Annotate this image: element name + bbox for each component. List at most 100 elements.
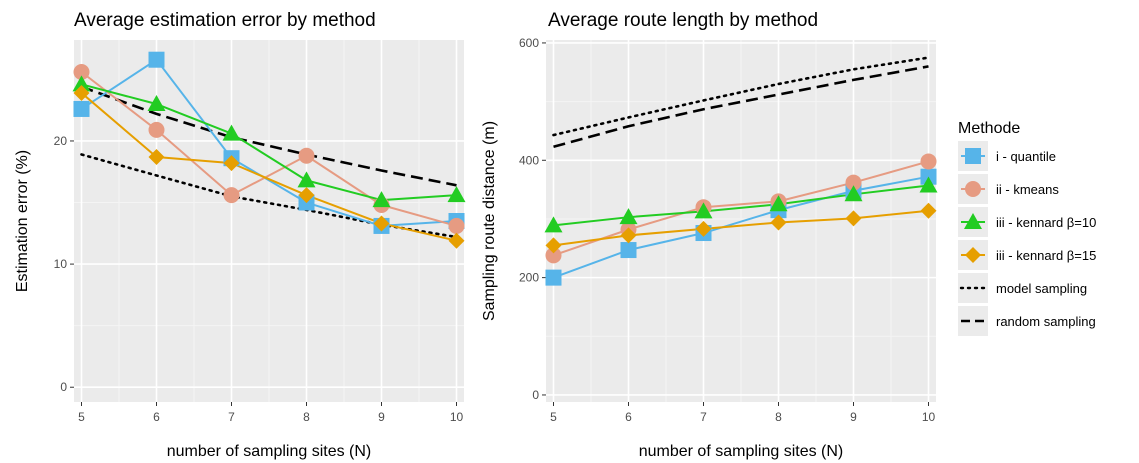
data-point <box>73 84 90 101</box>
legend-items: i - quantile ii - kmeans iii - kennard β=1… <box>958 141 1096 336</box>
data-point <box>147 95 166 112</box>
y-tick-label: 0 <box>532 388 539 402</box>
legend-label: random sampling <box>996 314 1096 329</box>
data-point <box>73 100 90 117</box>
legend-key-marker <box>965 148 981 164</box>
data-point <box>544 216 563 233</box>
data-point <box>844 185 863 202</box>
series-line-random-sampling <box>81 85 457 187</box>
legend-key-marker <box>965 181 981 197</box>
x-tick-label: 5 <box>78 410 85 424</box>
data-point <box>73 64 90 81</box>
y-tick-label: 0 <box>60 380 67 394</box>
route-length-chart: Average route length by method 5 6 7 8 9 10 0 2… <box>481 10 938 460</box>
data-point <box>920 202 937 219</box>
legend-item: random sampling <box>958 306 1096 336</box>
legend-item: model sampling <box>958 273 1087 303</box>
data-point <box>298 187 315 204</box>
data-point <box>620 242 637 259</box>
x-tick-label: 5 <box>550 410 557 424</box>
x-tick-label: 9 <box>378 410 385 424</box>
x-tick-label: 6 <box>625 410 632 424</box>
legend-item: i - quantile <box>958 141 1056 171</box>
data-point <box>372 191 391 208</box>
plot-content: 5 6 7 8 9 10 0 200 400 600 <box>519 36 938 424</box>
data-point <box>920 153 937 170</box>
y-tick-label: 400 <box>519 153 539 167</box>
estimation-error-chart: Average estimation error by method 5 6 7 8 9… <box>14 10 466 460</box>
series-markers <box>544 153 938 286</box>
series-line-iii-kennard-10 <box>81 83 457 202</box>
legend-label: i - quantile <box>996 149 1056 164</box>
x-axis-title: number of sampling sites (N) <box>167 443 372 460</box>
data-point <box>545 237 562 254</box>
data-point <box>223 155 240 172</box>
data-point <box>148 51 165 68</box>
series-line-random-sampling <box>553 65 929 149</box>
y-axis-title: Sampling route distance (m) <box>481 121 498 321</box>
legend: Methode i - quantile ii - kmeans iii - ken… <box>958 120 1096 336</box>
data-point <box>620 227 637 244</box>
series-lines <box>552 56 930 279</box>
x-tick-label: 9 <box>850 410 857 424</box>
legend-item: ii - kmeans <box>958 174 1059 204</box>
x-tick-label: 7 <box>700 410 707 424</box>
data-point <box>545 269 562 286</box>
legend-key-marker <box>964 213 982 229</box>
data-point <box>373 215 390 232</box>
legend-label: iii - kennard β=15 <box>996 248 1096 263</box>
y-axis-title: Estimation error (%) <box>14 150 31 292</box>
data-point <box>845 210 862 227</box>
data-point <box>448 232 465 249</box>
data-point <box>770 214 787 231</box>
data-point <box>545 247 562 264</box>
data-point <box>769 195 788 212</box>
legend-item: iii - kennard β=15 <box>958 240 1096 270</box>
legend-label: ii - kmeans <box>996 182 1059 197</box>
x-tick-label: 8 <box>303 410 310 424</box>
data-point <box>297 171 316 188</box>
chart-title: Average route length by method <box>548 10 818 31</box>
x-tick-label: 10 <box>922 410 936 424</box>
series-line-iii-kennard-15 <box>553 209 929 247</box>
series-line-iii-kennard-10 <box>553 184 929 227</box>
chart-title: Average estimation error by method <box>74 10 376 31</box>
y-tick-label: 200 <box>519 271 539 285</box>
y-tick-label: 10 <box>54 257 68 271</box>
data-point <box>845 174 862 191</box>
series-line-i-quantile <box>553 175 929 279</box>
data-point <box>919 176 938 193</box>
series-line-ii-kmeans <box>553 160 929 257</box>
data-point <box>448 217 465 234</box>
plot-content: 5 6 7 8 9 10 0 10 20 <box>54 40 466 424</box>
legend-key-marker <box>965 247 981 263</box>
data-point <box>695 220 712 237</box>
x-axis-title: number of sampling sites (N) <box>639 443 844 460</box>
legend-item: iii - kennard β=10 <box>958 207 1096 237</box>
y-tick-label: 600 <box>519 36 539 50</box>
data-point <box>222 124 241 141</box>
data-point <box>694 202 713 219</box>
data-point <box>223 187 240 204</box>
series-line-ii-kmeans <box>80 71 457 227</box>
legend-label: iii - kennard β=10 <box>996 215 1096 230</box>
y-tick-label: 20 <box>54 134 68 148</box>
data-point <box>298 147 315 164</box>
x-tick-label: 6 <box>153 410 160 424</box>
x-tick-label: 8 <box>775 410 782 424</box>
series-lines <box>80 58 458 242</box>
series-line-iii-kennard-15 <box>80 92 457 242</box>
series-line-i-quantile <box>80 58 457 227</box>
data-point <box>619 208 638 225</box>
data-point <box>148 121 165 138</box>
x-tick-label: 10 <box>450 410 464 424</box>
x-tick-label: 7 <box>228 410 235 424</box>
data-point <box>148 148 165 165</box>
data-point <box>447 186 466 203</box>
series-markers <box>72 51 466 249</box>
legend-title: Methode <box>958 120 1020 137</box>
data-point <box>72 75 91 92</box>
legend-label: model sampling <box>996 281 1087 296</box>
series-line-model-sampling <box>552 56 930 137</box>
